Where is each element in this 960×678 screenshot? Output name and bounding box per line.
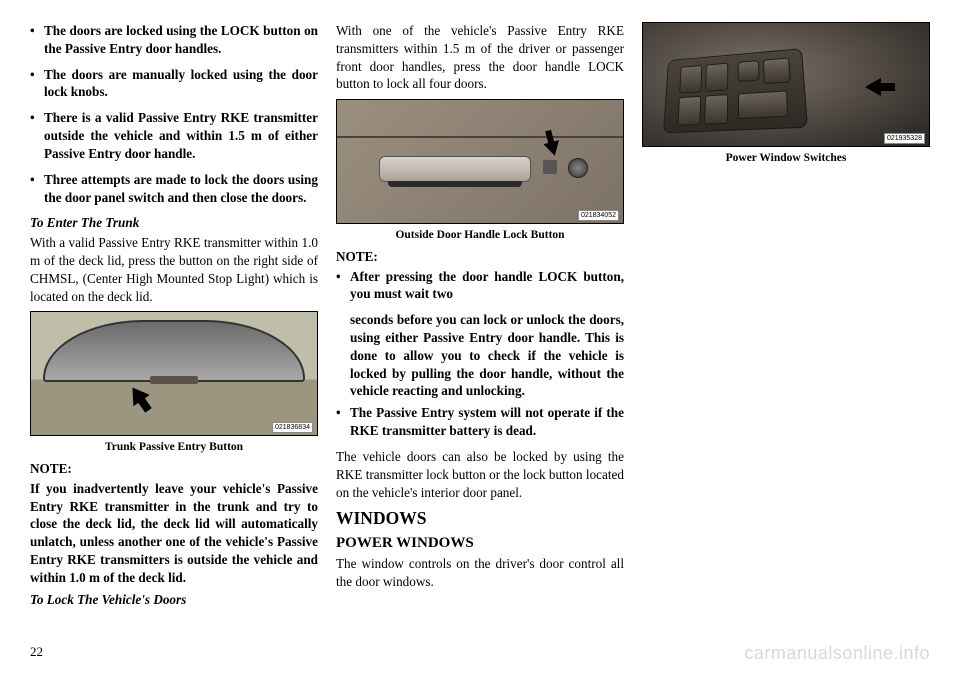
paragraph: With one of the vehicle's Passive Entry … <box>336 22 624 93</box>
bullet-marker: • <box>30 171 44 207</box>
bullet-item: • Three attempts are made to lock the do… <box>30 171 318 207</box>
bullet-marker: • <box>30 22 44 58</box>
paragraph: The vehicle doors can also be locked by … <box>336 448 624 501</box>
subheading-lock-doors: To Lock The Vehicle's Doors <box>30 591 318 609</box>
note-label: NOTE: <box>336 248 624 266</box>
bullet-item: • The doors are manually locked using th… <box>30 66 318 102</box>
figure-caption: Trunk Passive Entry Button <box>30 440 318 456</box>
door-seam <box>337 136 623 138</box>
heading-windows: WINDOWS <box>336 507 624 531</box>
window-switch <box>738 90 789 119</box>
bullet-continuation: seconds before you can lock or unlock th… <box>350 311 624 400</box>
arrow-icon <box>543 140 562 158</box>
window-switch <box>679 65 702 94</box>
note-label: NOTE: <box>30 460 318 478</box>
bullet-text: There is a valid Passive Entry RKE trans… <box>44 109 318 162</box>
trunk-window-shape <box>43 320 305 382</box>
window-switch <box>704 94 728 125</box>
figure-caption: Outside Door Handle Lock Button <box>336 228 624 244</box>
bullet-marker: • <box>30 66 44 102</box>
arrow-icon <box>124 382 150 407</box>
door-handle-image: 021834052 <box>336 99 624 224</box>
window-switch <box>763 58 791 84</box>
bullet-text: Three attempts are made to lock the door… <box>44 171 318 207</box>
window-switch <box>738 60 760 82</box>
window-switch <box>677 96 701 126</box>
window-switches-image: 021935328 <box>642 22 930 147</box>
bullet-item: • After pressing the door handle LOCK bu… <box>336 268 624 304</box>
keyhole-shape <box>568 158 588 178</box>
note-text: If you inadvertently leave your vehicle'… <box>30 480 318 587</box>
figure-code: 021836834 <box>272 422 313 433</box>
switch-panel <box>663 48 808 133</box>
subheading-enter-trunk: To Enter The Trunk <box>30 214 318 232</box>
lock-button-shape <box>543 160 557 174</box>
figure-caption: Power Window Switches <box>642 151 930 167</box>
figure-window-switches: 021935328 Power Window Switches <box>642 22 930 167</box>
door-handle-shape <box>379 156 531 182</box>
figure-code: 021834052 <box>578 210 619 221</box>
paragraph: The window controls on the driver's door… <box>336 555 624 591</box>
bullet-text: The doors are manually locked using the … <box>44 66 318 102</box>
bullet-text: The doors are locked using the LOCK butt… <box>44 22 318 58</box>
window-switch <box>705 63 728 92</box>
figure-trunk: 021836834 Trunk Passive Entry Button <box>30 311 318 456</box>
paragraph: With a valid Passive Entry RKE transmitt… <box>30 234 318 305</box>
watermark: carmanualsonline.info <box>744 643 930 664</box>
bullet-marker: • <box>336 404 350 440</box>
page-number: 22 <box>30 644 43 660</box>
bullet-marker: • <box>336 268 350 304</box>
bullet-item: • The Passive Entry system will not oper… <box>336 404 624 440</box>
heading-power-windows: POWER WINDOWS <box>336 533 624 553</box>
manual-page: • The doors are locked using the LOCK bu… <box>0 0 960 637</box>
bullet-item: • There is a valid Passive Entry RKE tra… <box>30 109 318 162</box>
arrow-icon <box>865 78 881 96</box>
bullet-text: After pressing the door handle LOCK butt… <box>350 268 624 304</box>
trunk-image: 021836834 <box>30 311 318 436</box>
chmsl-light <box>150 376 198 384</box>
bullet-item: • The doors are locked using the LOCK bu… <box>30 22 318 58</box>
figure-code: 021935328 <box>884 133 925 144</box>
figure-door-handle: 021834052 Outside Door Handle Lock Butto… <box>336 99 624 244</box>
bullet-text: The Passive Entry system will not operat… <box>350 404 624 440</box>
bullet-marker: • <box>30 109 44 162</box>
